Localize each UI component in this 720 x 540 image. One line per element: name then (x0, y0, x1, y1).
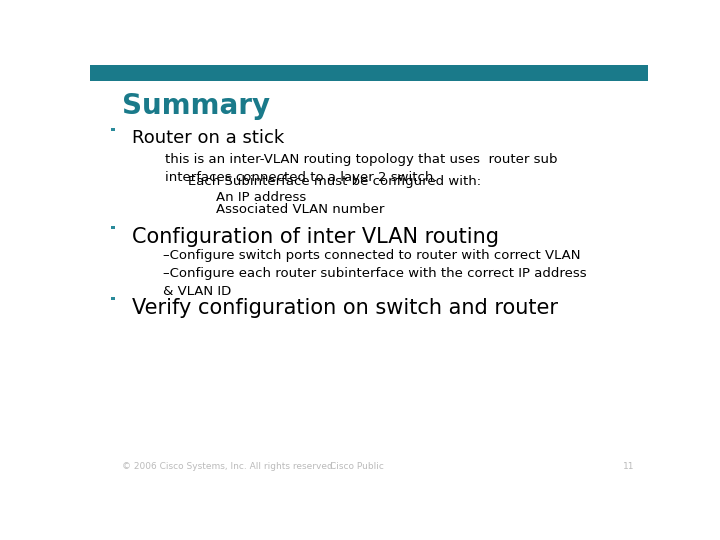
Text: Associated VLAN number: Associated VLAN number (215, 203, 384, 216)
Text: Cisco Public: Cisco Public (330, 462, 384, 471)
Text: –Configure each router subinterface with the correct IP address
& VLAN ID: –Configure each router subinterface with… (163, 267, 586, 298)
Text: –Configure switch ports connected to router with correct VLAN: –Configure switch ports connected to rou… (163, 248, 580, 261)
FancyBboxPatch shape (90, 65, 648, 80)
Text: Verify configuration on switch and router: Verify configuration on switch and route… (132, 298, 558, 318)
Text: 11: 11 (623, 462, 634, 471)
FancyBboxPatch shape (111, 129, 114, 131)
Text: Summary: Summary (122, 92, 271, 120)
Text: Configuration of inter VLAN routing: Configuration of inter VLAN routing (132, 227, 499, 247)
Text: Each Subinterface must be configured with:: Each Subinterface must be configured wit… (188, 175, 481, 188)
FancyBboxPatch shape (111, 296, 115, 300)
FancyBboxPatch shape (111, 226, 115, 230)
Text: this is an inter-VLAN routing topology that uses  router sub
interfaces connecte: this is an inter-VLAN routing topology t… (166, 153, 558, 184)
Text: © 2006 Cisco Systems, Inc. All rights reserved.: © 2006 Cisco Systems, Inc. All rights re… (122, 462, 336, 471)
Text: Router on a stick: Router on a stick (132, 129, 284, 147)
Text: An IP address: An IP address (215, 191, 306, 204)
